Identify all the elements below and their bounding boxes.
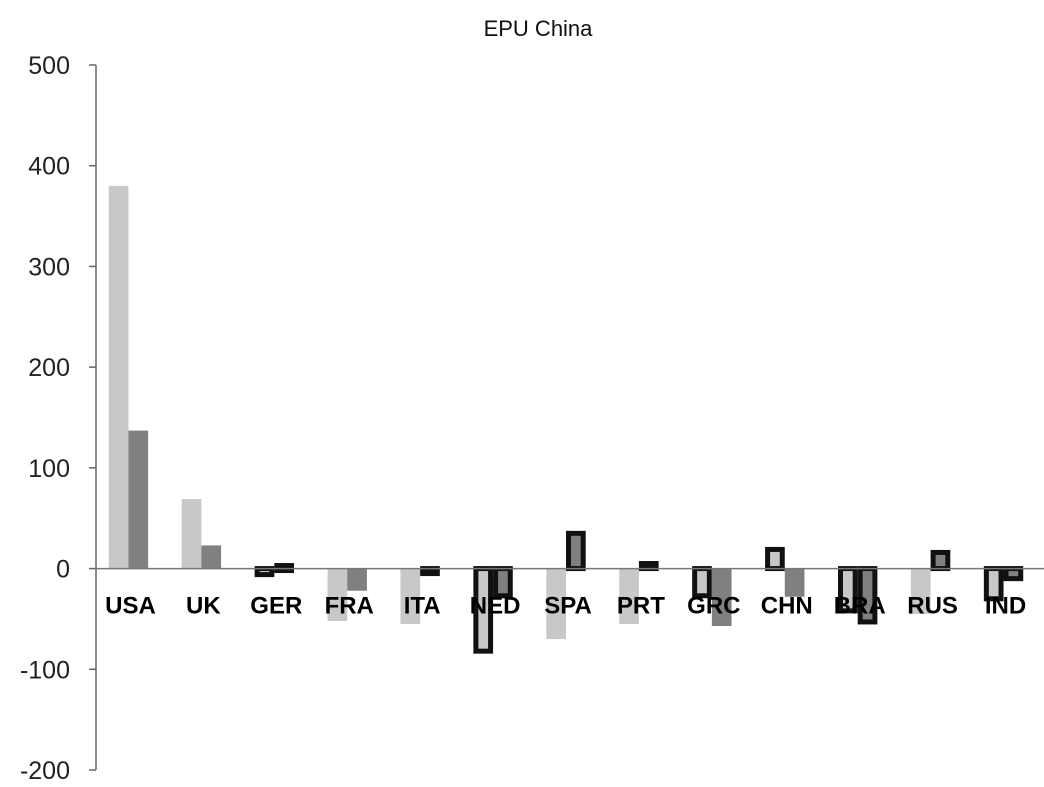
bar [784, 568, 805, 597]
bar [619, 568, 639, 624]
bar [128, 430, 149, 569]
y-tick-label: 200 [28, 354, 70, 382]
bar [201, 545, 222, 569]
x-category-label: UK [186, 593, 221, 620]
x-category-label: PRT [617, 593, 665, 620]
x-category-label: FRA [325, 593, 374, 620]
bar [181, 499, 202, 569]
bar [546, 568, 566, 640]
x-category-label: SPA [544, 593, 592, 620]
chart-title: EPU China [484, 16, 594, 41]
bar [765, 546, 785, 572]
bar [347, 568, 367, 591]
y-tick-label: 400 [28, 153, 70, 181]
x-category-label: GRC [687, 593, 740, 620]
y-axis-ticks: 500 400 300 200 100 0 -100 -200 [20, 52, 96, 785]
bar [108, 185, 129, 569]
bar [711, 568, 732, 626]
y-tick-label: 100 [28, 455, 70, 483]
bars [108, 185, 1024, 654]
bar [1003, 566, 1024, 582]
x-category-label: IND [985, 593, 1026, 620]
bar [566, 530, 586, 572]
x-category-label: NED [470, 593, 521, 620]
x-category-label: RUS [907, 593, 958, 620]
x-category-label: CHN [761, 593, 813, 620]
bar [400, 568, 421, 624]
x-category-label: ITA [404, 593, 441, 620]
bar [638, 561, 659, 572]
y-tick-label: -100 [20, 656, 70, 684]
x-category-label: GER [250, 593, 302, 620]
x-axis-labels: USA UK GER FRA ITA NED SPA PRT GRC CHN BRA RUS IND [105, 593, 1026, 620]
bar [327, 568, 348, 621]
x-category-label: USA [105, 593, 156, 620]
y-tick-label: 300 [28, 253, 70, 281]
bar [254, 566, 275, 578]
bar [910, 568, 931, 614]
y-tick-label: 0 [56, 556, 70, 584]
y-tick-label: 500 [28, 52, 70, 80]
x-category-label: BRA [834, 593, 886, 620]
bar [930, 549, 951, 572]
y-tick-label: -200 [20, 757, 70, 785]
